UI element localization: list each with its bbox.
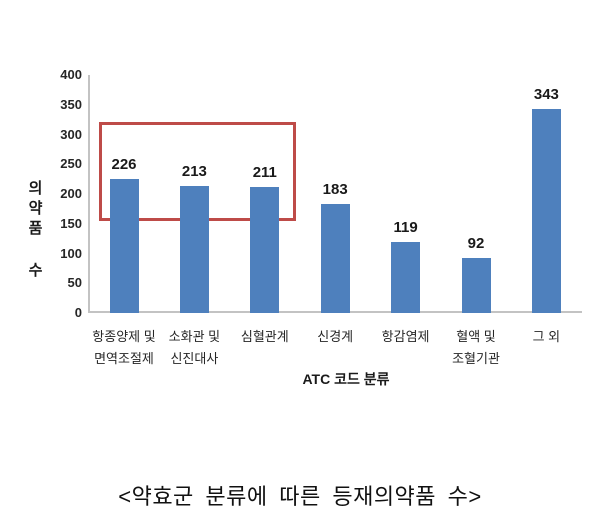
figure-caption: <약효군 분류에 따른 등재의약품 수> <box>118 484 482 509</box>
y-tick-label: 400 <box>60 67 82 82</box>
y-tick-label: 250 <box>60 156 82 172</box>
bar <box>391 242 421 313</box>
bar-value-label: 343 <box>533 85 559 103</box>
y-tick-label: 200 <box>60 186 82 201</box>
bar <box>461 258 491 313</box>
x-category-label: 심혈관계 <box>240 329 289 344</box>
bar-value-label: 183 <box>322 181 348 199</box>
y-tick-label: 150 <box>60 215 82 231</box>
bar <box>250 187 280 313</box>
bar-value-label: 226 <box>111 155 137 173</box>
x-category-label: 그 외 <box>532 329 561 344</box>
y-tick-label: 50 <box>67 275 82 291</box>
bar <box>109 178 139 313</box>
x-category-label: 항감염제 <box>381 329 430 344</box>
y-tick-label: 300 <box>60 126 82 142</box>
bar <box>179 186 209 313</box>
x-category-label: 혈액 및 조혈기관 <box>452 329 500 366</box>
y-tick-label: 100 <box>60 245 82 261</box>
y-axis-title: 의약품 수 <box>26 180 43 282</box>
bar-value-label: 213 <box>181 163 207 181</box>
bar-value-label: 211 <box>252 164 277 182</box>
bar <box>320 204 350 313</box>
x-category-label: 항종양제 및 면역조절제 <box>92 329 156 366</box>
bar <box>531 108 561 313</box>
x-category-label: 신경계 <box>317 329 354 344</box>
bar-value-label: 119 <box>393 219 418 237</box>
y-tick-label: 350 <box>60 96 82 112</box>
y-tick-label: 0 <box>74 305 82 320</box>
bar-value-label: 92 <box>467 235 485 253</box>
x-category-label: 소화관 및 신진대사 <box>168 329 221 366</box>
x-axis-title: ATC 코드 분류 <box>302 371 390 387</box>
